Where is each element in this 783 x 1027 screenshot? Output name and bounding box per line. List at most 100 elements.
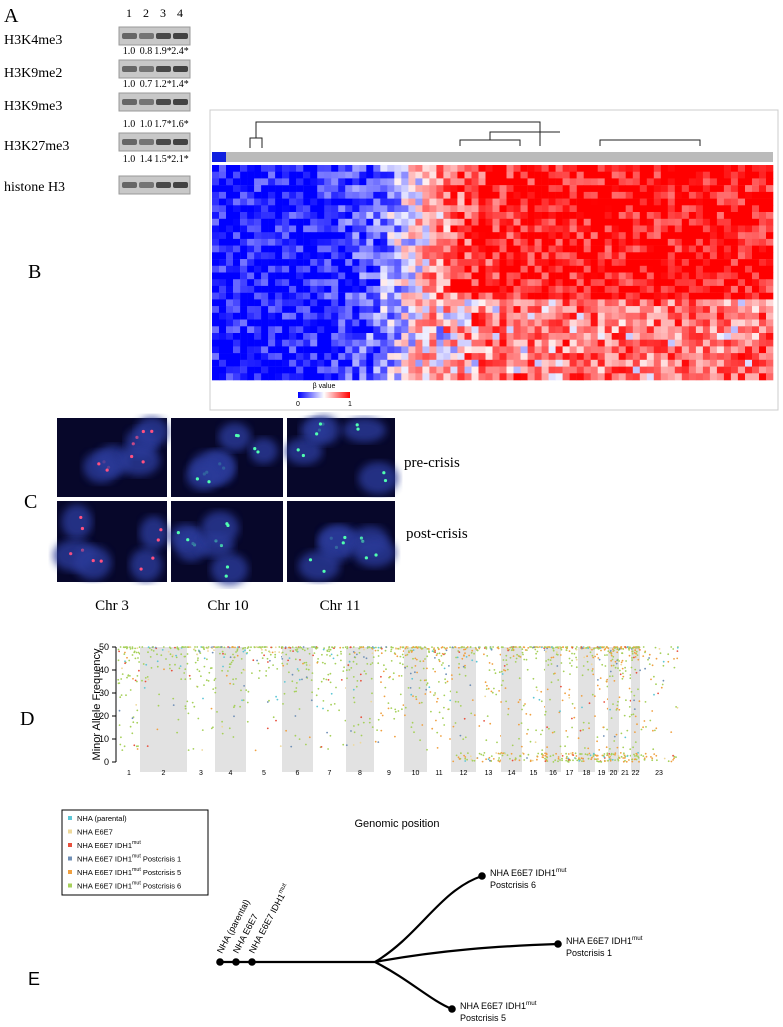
snp-dot	[510, 646, 513, 649]
heatmap-cell	[219, 171, 227, 179]
heatmap-cell	[296, 245, 304, 253]
heatmap-cell	[611, 353, 619, 361]
heatmap-cell	[443, 366, 451, 374]
heatmap-cell	[688, 165, 697, 172]
snp-dot	[310, 699, 313, 702]
heatmap-cell	[457, 265, 465, 273]
heatmap-cell	[759, 366, 767, 374]
snp-dot	[118, 650, 120, 653]
snp-dot	[667, 760, 670, 763]
heatmap-cell	[464, 279, 472, 287]
heatmap-cell	[702, 205, 711, 213]
heatmap-cell	[506, 333, 514, 340]
nucleus	[210, 553, 249, 586]
heatmap-cell	[555, 333, 563, 340]
heatmap-cell	[618, 165, 626, 172]
chromosome-label: 23	[655, 770, 663, 777]
heatmap-cell	[766, 178, 774, 186]
heatmap-cell	[576, 171, 584, 179]
heatmap-cell	[422, 306, 430, 314]
heatmap-cell	[752, 339, 760, 347]
heatmap-cell	[240, 178, 248, 186]
heatmap-cell	[247, 299, 255, 307]
snp-dot	[462, 738, 465, 740]
heatmap-cell	[583, 366, 591, 374]
snp-dot	[320, 680, 323, 683]
heatmap-cell	[429, 259, 437, 267]
heatmap-cell	[745, 198, 753, 206]
heatmap-cell	[688, 218, 697, 226]
heatmap-cell	[604, 319, 612, 327]
heatmap-cell	[695, 225, 704, 233]
heatmap-cell	[590, 373, 598, 381]
heatmap-cell	[387, 212, 395, 219]
heatmap-cell	[380, 333, 388, 340]
snp-dot	[597, 657, 600, 659]
snp-dot	[382, 670, 385, 673]
snp-dot	[175, 656, 178, 659]
heatmap-cell	[366, 252, 374, 260]
heatmap-cell	[254, 373, 262, 381]
heatmap-cell	[611, 312, 619, 320]
heatmap-cell	[233, 339, 241, 347]
heatmap-cell	[576, 272, 584, 280]
snp-dot	[637, 658, 640, 661]
heatmap-cell	[324, 252, 332, 260]
snp-dot	[545, 753, 548, 756]
heatmap-cell	[443, 292, 451, 300]
heatmap-cell	[261, 218, 269, 226]
heatmap-cell	[310, 225, 318, 233]
heatmap-cell	[457, 373, 465, 381]
heatmap-cell	[366, 218, 374, 226]
snp-dot	[423, 679, 426, 682]
snp-dot	[293, 690, 296, 693]
snp-dot	[561, 757, 563, 760]
snp-dot	[599, 677, 602, 679]
heatmap-cell	[247, 178, 255, 186]
snp-dot	[322, 677, 325, 680]
snp-dot	[352, 696, 355, 699]
heatmap-cell	[695, 265, 704, 273]
heatmap-cell	[653, 319, 662, 327]
heatmap-cell	[457, 333, 465, 340]
snp-dot	[651, 664, 654, 667]
snp-dot	[210, 727, 213, 730]
snp-dot	[464, 666, 466, 669]
heatmap-cell	[562, 178, 570, 186]
snp-dot	[407, 646, 409, 649]
heatmap-cell	[373, 178, 381, 186]
heatmap-cell	[590, 359, 598, 367]
snp-dot	[512, 646, 514, 648]
heatmap-cell	[745, 265, 753, 273]
snp-dot	[648, 657, 650, 659]
legend-entry: NHA E6E7 IDH1mut	[77, 840, 141, 850]
heatmap-cell	[324, 326, 332, 334]
snp-dot	[651, 759, 654, 762]
heatmap-cell	[471, 346, 479, 354]
heatmap-cell	[723, 165, 732, 172]
snp-dot	[440, 735, 442, 737]
heatmap-cell	[352, 185, 360, 193]
quant-value: 1.0	[123, 46, 136, 57]
heatmap-cell	[219, 185, 227, 193]
snp-dot	[154, 646, 157, 649]
heatmap-cell	[254, 339, 262, 347]
heatmap-cell	[457, 225, 465, 233]
heatmap-cell	[352, 319, 360, 327]
heatmap-cell	[597, 171, 605, 179]
heatmap-cell	[590, 353, 598, 361]
heatmap-cell	[618, 326, 626, 334]
heatmap-cell	[548, 225, 556, 233]
heatmap-cell	[226, 198, 234, 206]
heatmap-cell	[752, 319, 760, 327]
chromosome-band	[451, 647, 476, 772]
branch-label-main: NHA E6E7 IDH1	[490, 868, 556, 878]
snp-dot	[650, 678, 652, 681]
heatmap-cell	[338, 285, 346, 293]
heatmap-cell	[310, 306, 318, 314]
heatmap-cell	[485, 245, 493, 253]
heatmap-cell	[247, 259, 255, 267]
snp-dot	[458, 758, 461, 760]
heatmap-cell	[478, 232, 486, 240]
heatmap-cell	[275, 353, 283, 361]
